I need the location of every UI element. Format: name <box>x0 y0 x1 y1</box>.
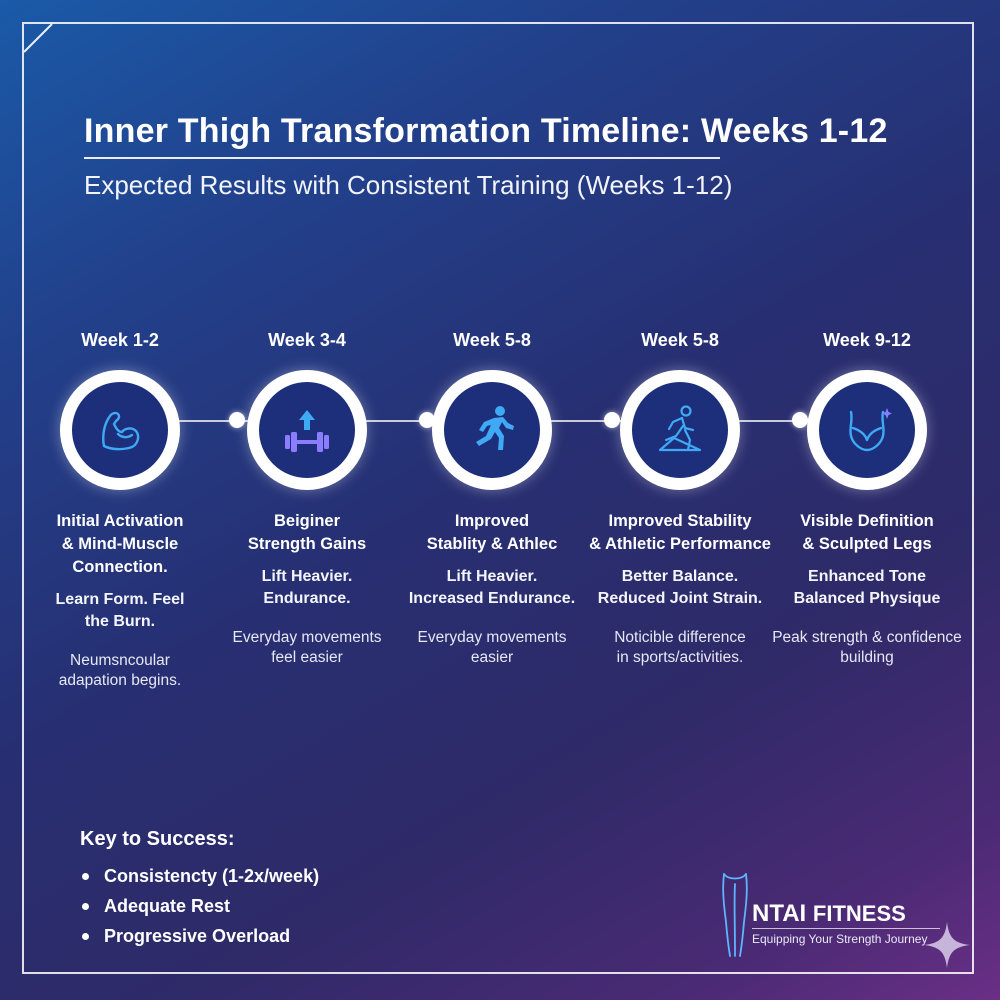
stage-circle <box>60 370 180 490</box>
runner-balance-icon <box>658 405 702 452</box>
stage-benefit: Learn Form. Feel the Burn. <box>55 591 185 630</box>
brand-logo: NTAI FITNESS Equipping Your Strength Jou… <box>716 870 946 960</box>
border-frame <box>22 22 974 974</box>
stage-circle <box>620 370 740 490</box>
key-list: Consistencty (1-2x/week) Adequate Rest P… <box>80 861 319 951</box>
week-label: Week 1-2 <box>81 330 159 350</box>
key-item: Consistencty (1-2x/week) <box>80 861 319 891</box>
stage-heading: Beiginer Strength Gains <box>247 512 367 553</box>
leg-figure-icon <box>722 873 748 957</box>
timeline-stage-3: Week 5-8 Improved Stablity & Athlec Lift… <box>392 330 592 666</box>
flexed-arm-icon <box>102 411 140 451</box>
brand-name: NTAI FITNESS <box>752 900 906 928</box>
brand-name-bold: NTAI <box>752 900 807 927</box>
stage-heading: Visible Definition & Sculpted Legs <box>800 512 934 553</box>
key-item: Progressive Overload <box>80 921 319 951</box>
stage-note: Everyday movements feel easier <box>232 629 382 666</box>
running-person-icon <box>476 406 514 450</box>
title-underline <box>84 157 720 159</box>
sparkle-icon <box>924 922 970 968</box>
stage-benefit: Enhanced Tone Balanced Physique <box>793 568 941 607</box>
stage-heading: Improved Stablity & Athlec <box>426 512 558 553</box>
timeline-stage-4: Week 5-8 Improved Stability & Athletic P… <box>580 330 780 666</box>
key-item: Adequate Rest <box>80 891 319 921</box>
week-label: Week 9-12 <box>823 330 911 350</box>
week-label: Week 5-8 <box>641 330 719 350</box>
stage-note: Peak strength & confidence building <box>772 629 962 666</box>
stage-note: Neumsncoular adapation begins. <box>58 652 182 689</box>
timeline-stage-1: Week 1-2 Initial Activation & Mind-Muscl… <box>20 330 220 689</box>
dumbbell-arrow-icon <box>285 410 329 452</box>
stage-benefit: Lift Heavier. Increased Endurance. <box>408 568 576 607</box>
timeline-stage-2: Week 3-4 Beiginer Strength Gains Lift He… <box>207 330 407 666</box>
timeline-dot <box>229 412 245 428</box>
stage-benefit: Better Balance. Reduced Joint Strain. <box>597 568 763 607</box>
timeline-dot <box>419 412 435 428</box>
week-label: Week 3-4 <box>268 330 346 350</box>
timeline-dot <box>604 412 620 428</box>
week-label: Week 5-8 <box>453 330 531 350</box>
brand-name-light: FITNESS <box>812 901 906 926</box>
stage-circle <box>807 370 927 490</box>
page-title: Inner Thigh Transformation Timeline: Wee… <box>84 112 888 150</box>
brand-tagline: Equipping Your Strength Journey <box>752 932 928 946</box>
stage-circle <box>247 370 367 490</box>
stage-benefit: Lift Heavier. Endurance. <box>261 568 353 607</box>
sculpted-hips-icon <box>849 408 892 452</box>
stage-circle <box>432 370 552 490</box>
stage-note: Everyday movements easier <box>417 629 567 666</box>
timeline-stage-5: Week 9-12 Visible Definition & Sculpted … <box>767 330 967 666</box>
timeline-dot <box>792 412 808 428</box>
brand-divider <box>752 928 940 929</box>
stage-note: Noticible difference in sports/activitie… <box>614 629 746 666</box>
key-to-success: Key to Success: Consistencty (1-2x/week)… <box>80 828 319 951</box>
page-subtitle: Expected Results with Consistent Trainin… <box>84 170 733 200</box>
stage-heading: Initial Activation & Mind-Muscle Connect… <box>56 512 184 576</box>
corner-accent <box>23 23 53 53</box>
stage-heading: Improved Stability & Athletic Performanc… <box>589 512 771 553</box>
key-title: Key to Success: <box>80 828 235 850</box>
